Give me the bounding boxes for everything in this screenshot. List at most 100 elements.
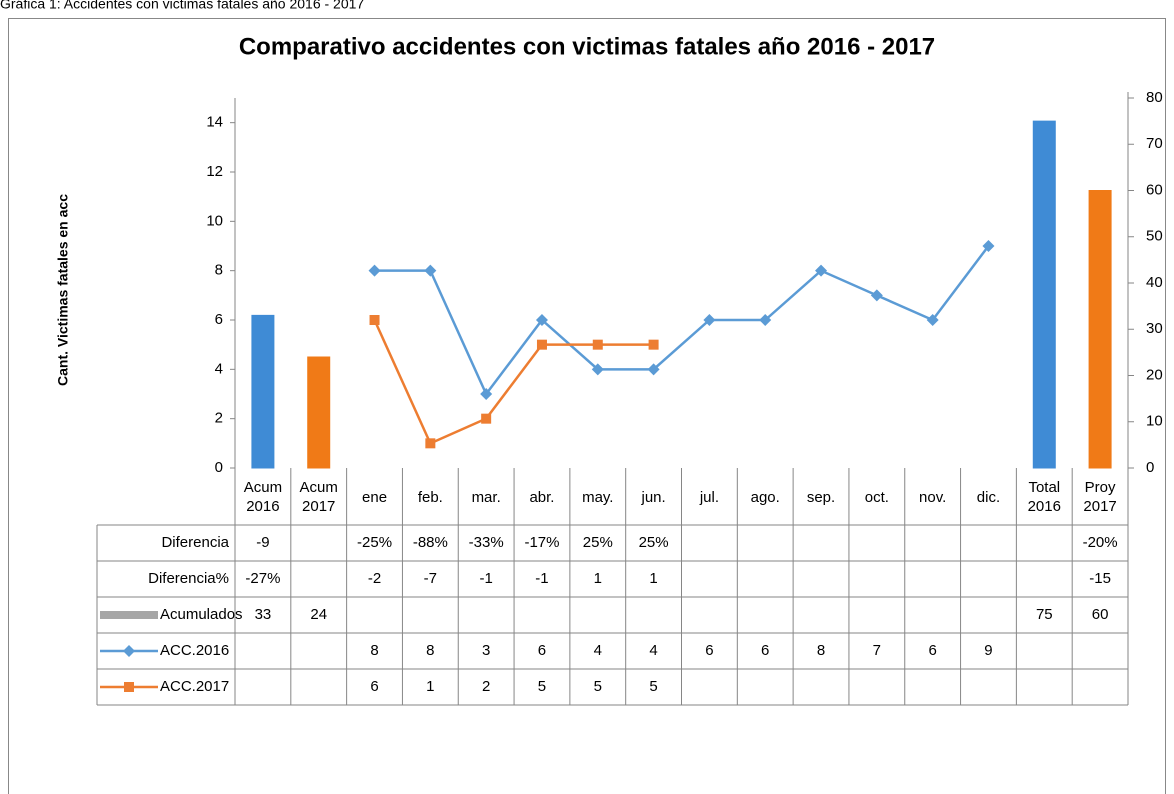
y2-tick-label: 70 [1146,135,1163,152]
y-tick-label: 6 [215,311,223,328]
table-cell: 60 [1092,606,1109,623]
table-cell: 8 [370,642,378,659]
y-tick-label: 2 [215,410,223,427]
bar [251,314,275,469]
y-tick-label: 0 [215,459,223,476]
x-tick-label: jun. [641,488,666,506]
table-cell: -27% [245,570,280,587]
marker [815,264,828,277]
table-cell: 4 [649,642,657,659]
table-cell: -7 [424,570,437,587]
table-cell: 8 [817,642,825,659]
table-cell: -1 [535,570,548,587]
legend-label: ACC.2016 [160,642,229,659]
y2-tick-label: 30 [1146,320,1163,337]
line [374,245,990,397]
table-cell: -2 [368,570,381,587]
y2-tick-label: 0 [1146,459,1154,476]
marker [480,388,493,400]
bar [1088,190,1112,469]
y2-tick-label: 60 [1146,181,1163,198]
table-cell: 6 [538,642,546,659]
table-cell: 25% [639,534,669,551]
y-tick-label: 14 [206,114,223,131]
x-tick-label: Acum 2016 [243,479,283,515]
x-tick-label: Acum 2017 [299,479,338,515]
table-cell: 33 [255,606,272,623]
legend-marker [124,682,134,692]
marker [425,438,436,449]
y2-tick-label: 20 [1146,366,1163,383]
table-cell: -33% [469,534,504,551]
x-tick-label: sep. [806,488,836,506]
table-cell: 24 [310,606,327,623]
bar [1032,120,1056,469]
chart-title: Comparativo accidentes con victimas fata… [239,33,935,60]
marker [926,314,939,326]
marker [591,363,604,376]
table-cell: 25% [583,534,613,551]
marker [982,240,995,252]
marker [424,264,437,277]
table-cell: 1 [426,678,434,695]
chart-border [8,18,1166,794]
marker [592,339,603,350]
marker [647,363,660,376]
table-cell: 5 [538,678,546,695]
table-cell: -9 [256,534,269,551]
x-tick-label: jul. [699,488,719,506]
marker [368,264,381,277]
table-cell: 75 [1036,606,1053,623]
table-cell: -17% [524,534,559,551]
x-tick-label: nov. [919,488,947,506]
legend-key [100,611,158,619]
table-cell: 6 [761,642,769,659]
table-cell: -25% [357,534,392,551]
x-tick-label: Proy 2017 [1083,479,1117,515]
caption: Gráfica 1: Accidentes con victimas fatal… [0,0,364,12]
legend-marker [123,645,135,657]
legend-label: Acumulados [160,606,243,623]
y2-tick-label: 50 [1146,228,1163,245]
table-cell: 8 [426,642,434,659]
table-cell: 1 [649,570,657,587]
table-cell: 6 [370,678,378,695]
bar [307,356,331,469]
marker [481,413,492,424]
table-cell: -15 [1089,570,1111,587]
table-cell: 1 [594,570,602,587]
y-tick-label: 10 [206,212,223,229]
y-tick-label: 8 [215,262,223,279]
table-cell: 9 [984,642,992,659]
table-cell: 4 [594,642,602,659]
marker [759,314,772,326]
table-cell: 3 [482,642,490,659]
marker [536,339,547,350]
x-tick-label: mar. [471,488,501,506]
table-cell: 2 [482,678,490,695]
table-cell: 7 [873,642,881,659]
marker [369,315,380,325]
table-cell: 6 [705,642,713,659]
x-tick-label: oct. [864,488,889,506]
table-cell: -20% [1083,534,1118,551]
x-tick-label: feb. [417,488,443,506]
y2-tick-label: 40 [1146,274,1163,291]
line [373,319,654,445]
y2-tick-label: 10 [1146,413,1163,430]
legend-label: ACC.2017 [160,678,229,695]
table-cell: 5 [649,678,657,695]
y-tick-label: 12 [206,163,223,180]
table-cell: 6 [928,642,936,659]
x-tick-label: may. [582,488,614,506]
y-tick-label: 4 [215,360,223,377]
marker [703,314,716,326]
marker [535,314,548,326]
table-cell: 5 [594,678,602,695]
y-axis-title: Cant. Victimas fatales en acc [55,194,71,386]
x-tick-label: dic. [976,488,1001,506]
marker [870,289,883,302]
y2-tick-label: 80 [1146,89,1163,106]
